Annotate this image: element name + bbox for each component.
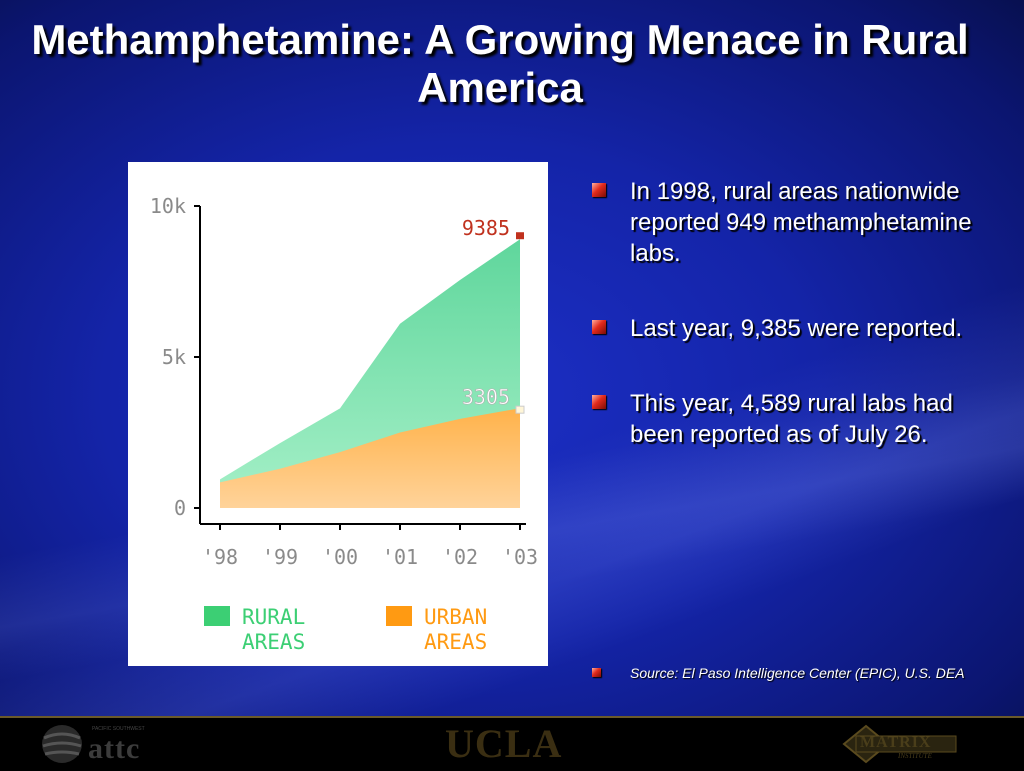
- urban-end-marker: [515, 405, 525, 414]
- bullet-item: This year, 4,589 rural labs had been rep…: [590, 388, 990, 450]
- y-tick-label: 10k: [150, 194, 186, 218]
- footer-bar: PACIFIC SOUTHWEST attc UCLA MATRIX INSTI…: [0, 718, 1024, 768]
- attc-logo-text: attc: [88, 732, 141, 765]
- bullet-square-icon: [592, 395, 606, 409]
- urban-legend-label: AREAS: [424, 630, 487, 654]
- x-tick-label: '98: [202, 545, 238, 569]
- y-tick-label: 0: [174, 496, 186, 520]
- chart-panel: 10k 5k 0'98'99'00'01'02'03 9385 3305 RURAL ARE…: [128, 162, 548, 666]
- bullet-item: Last year, 9,385 were reported.: [590, 313, 990, 344]
- rural-value-label: 9385: [462, 216, 510, 240]
- urban-legend-swatch: [386, 606, 412, 626]
- rural-legend-label: RURAL: [242, 605, 305, 629]
- x-tick-label: '99: [262, 545, 298, 569]
- attc-logo: PACIFIC SOUTHWEST attc: [40, 722, 180, 766]
- urban-legend-label: URBAN: [424, 605, 487, 629]
- slide-title: Methamphetamine: A Growing Menace in Rur…: [31, 16, 969, 111]
- attc-small-label: PACIFIC SOUTHWEST: [92, 726, 145, 732]
- y-tick-label: 5k: [162, 345, 186, 369]
- rural-end-marker: [516, 232, 524, 240]
- matrix-logo-text: MATRIX: [860, 734, 932, 751]
- attc-globe-icon: [42, 725, 82, 763]
- bullet-square-icon: [592, 320, 606, 334]
- urban-area: [220, 408, 520, 508]
- bullet-item: In 1998, rural areas nationwide reported…: [590, 176, 990, 269]
- ucla-logo: UCLA: [445, 721, 563, 766]
- urban-value-label: 3305: [462, 385, 510, 409]
- bullet-list: In 1998, rural areas nationwide reported…: [590, 176, 990, 494]
- area-chart: 10k5k0'98'99'00'01'02'0393853305RURALARE…: [150, 194, 538, 654]
- x-tick-label: '01: [382, 545, 418, 569]
- matrix-logo-sub: INSTITUTE: [898, 752, 932, 760]
- rural-legend-swatch: [204, 606, 230, 626]
- bullet-square-icon: [592, 183, 606, 197]
- slide: Methamphetamine: A Growing Menace in Rur…: [0, 0, 1024, 718]
- source-note: Source: El Paso Intelligence Center (EPI…: [590, 664, 1024, 682]
- bullet-text: This year, 4,589 rural labs had been rep…: [630, 390, 953, 448]
- x-tick-label: '03: [502, 545, 538, 569]
- bullet-text: In 1998, rural areas nationwide reported…: [630, 178, 972, 267]
- x-tick-label: '00: [322, 545, 358, 569]
- bullet-text: Last year, 9,385 were reported.: [630, 315, 963, 342]
- matrix-diamond-icon: [842, 724, 957, 764]
- matrix-logo: MATRIX INSTITUTE: [842, 724, 962, 764]
- x-tick-label: '02: [442, 545, 478, 569]
- rural-legend-label: AREAS: [242, 630, 305, 654]
- bullet-square-icon: [592, 668, 601, 677]
- source-text: Source: El Paso Intelligence Center (EPI…: [630, 665, 965, 681]
